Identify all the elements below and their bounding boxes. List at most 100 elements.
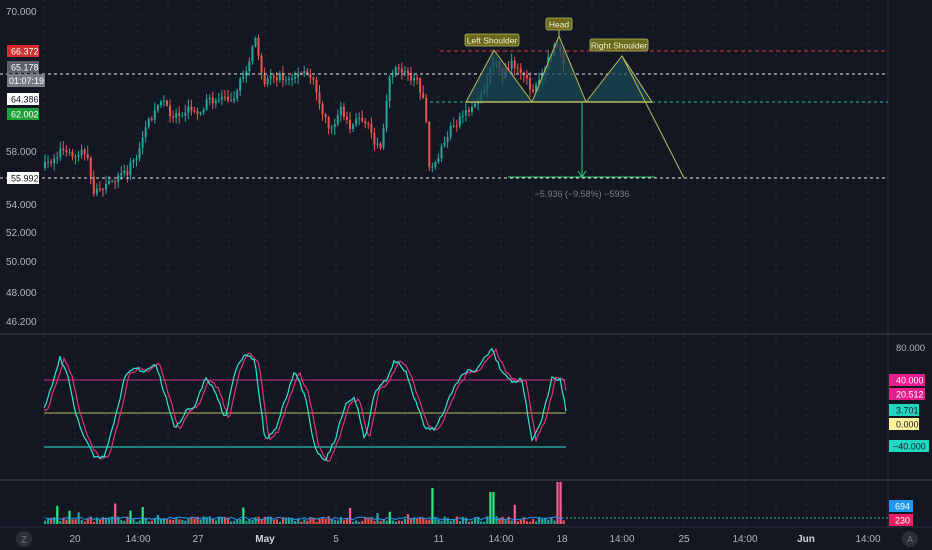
candle-body [98, 188, 101, 190]
candle-body [321, 103, 324, 115]
candle-body [184, 112, 187, 116]
time-label: Jun [797, 534, 815, 545]
candle-body [382, 128, 385, 148]
candle-body [400, 68, 403, 73]
left-shoulder-label-box[interactable] [464, 33, 520, 47]
candle-body [144, 127, 147, 138]
candle-body [50, 161, 53, 164]
price-badge-neckline [7, 93, 39, 105]
candle-body [406, 70, 409, 74]
volume-bar [159, 518, 163, 524]
candle-body [458, 116, 461, 126]
auto-scale-button[interactable]: A [902, 531, 918, 547]
volume-bar [47, 518, 50, 524]
candle-body [56, 157, 59, 159]
candle-body [65, 150, 68, 152]
candle-body [199, 112, 202, 114]
volume-bar [74, 519, 77, 524]
head-triangle[interactable] [531, 34, 587, 103]
candle-body [217, 99, 220, 101]
candle-body [86, 153, 89, 158]
volume-bar [263, 516, 266, 524]
osc-badge-upper [889, 374, 925, 386]
osc-k-line[interactable] [43, 347, 567, 461]
right-shoulder-label: Right Shoulder [591, 41, 647, 51]
volume-bar [324, 518, 327, 524]
price-axis[interactable]: 70.000 58.000 54.000 52.000 50.000 48.00… [6, 7, 45, 328]
candle-body [477, 102, 480, 104]
volume-bar [471, 521, 474, 524]
price-badge-target-text: 55.992 [11, 174, 39, 184]
candle-body [297, 73, 300, 77]
volume-bars[interactable] [44, 482, 565, 524]
volume-bar [117, 516, 120, 524]
candle-body [220, 96, 223, 100]
right-shoulder-label-box[interactable] [589, 38, 649, 52]
candle-body [391, 75, 394, 77]
price-range-measure[interactable]: −5.936 (−9.58%) −5936 [508, 102, 655, 199]
volume-bar [132, 518, 135, 524]
candle-body [440, 146, 443, 159]
price-tick: 70.000 [6, 7, 37, 18]
volume-bar [544, 517, 547, 524]
oscillator-pane[interactable] [43, 347, 567, 463]
volume-bar [522, 517, 526, 524]
volume-bar [501, 516, 504, 524]
candle-body [342, 106, 345, 117]
pattern-extension[interactable] [621, 55, 685, 179]
volume-bar [144, 517, 147, 524]
candle-body [373, 132, 376, 145]
candle-body [284, 79, 287, 81]
volume-bar [382, 519, 385, 524]
volume-bar [489, 492, 492, 524]
volume-bar [480, 521, 483, 524]
candle-body [233, 98, 236, 101]
left-shoulder-triangle[interactable] [465, 49, 533, 103]
candle-body [205, 99, 208, 110]
candle-body [428, 122, 431, 168]
candle-body [68, 151, 71, 153]
osc-d-line[interactable] [43, 347, 567, 463]
volume-bar [150, 520, 153, 524]
volume-bar [538, 516, 541, 524]
candle-body [355, 118, 358, 125]
candle-body [187, 106, 190, 113]
volume-bar [98, 519, 102, 524]
volume-bar [559, 482, 562, 524]
volume-bar [547, 519, 550, 524]
price-badge-red [7, 45, 39, 57]
candle-body [507, 68, 510, 70]
candle-body [294, 76, 297, 79]
time-label: 14:00 [488, 534, 513, 545]
head-label-box[interactable] [545, 17, 573, 31]
goto-button[interactable]: Z [16, 531, 32, 547]
pattern-labels[interactable]: Left Shoulder Head Right Shoulder [464, 17, 649, 52]
volume-bar [336, 520, 339, 524]
candle-body [528, 78, 531, 90]
time-axis[interactable]: 20 14:00 27 May 5 11 14:00 18 14:00 25 1… [69, 534, 881, 545]
volume-bar [59, 521, 62, 524]
volume-bar [428, 519, 431, 524]
volume-bar [486, 516, 489, 524]
volume-axis[interactable]: 694 230 [889, 500, 913, 526]
volume-bar [373, 521, 376, 524]
volume-bar [525, 521, 529, 524]
volume-bar [187, 518, 190, 524]
oscillator-axis[interactable]: 80.000 40.000 20.512 3.701 0.000 −40.000 [889, 343, 929, 452]
candle-body [309, 73, 312, 79]
candle-body [242, 76, 245, 79]
volume-bar [358, 521, 361, 524]
head-and-shoulders-pattern[interactable] [465, 30, 685, 179]
osc-badge-lower-text: −40.000 [893, 442, 926, 452]
volume-bar [379, 520, 382, 524]
volume-bar [394, 521, 397, 524]
candle-body [376, 143, 379, 145]
price-candles[interactable] [44, 34, 565, 197]
candle-body [208, 97, 211, 100]
volume-bar [65, 519, 68, 524]
candle-body [272, 76, 275, 78]
volume-bar [178, 519, 181, 524]
time-label: 14:00 [609, 534, 634, 545]
candle-body [159, 101, 162, 106]
